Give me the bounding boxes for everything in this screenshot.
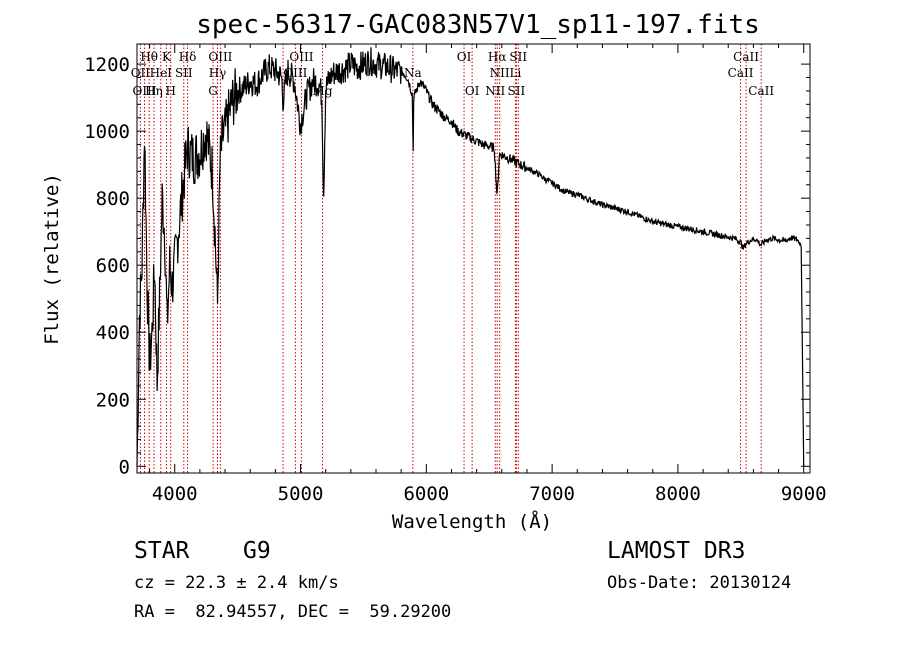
x-tick-label: 4000 — [152, 483, 198, 505]
line-label: Hγ — [209, 66, 227, 80]
emission-line-markers — [139, 44, 762, 473]
line-label: K — [162, 50, 172, 64]
line-label: CaII — [728, 66, 754, 80]
line-label: Na — [404, 66, 422, 80]
line-label: Hθ — [140, 50, 158, 64]
line-label: OIII — [283, 66, 307, 80]
x-tick-label: 8000 — [655, 483, 701, 505]
line-label: CaII — [748, 84, 774, 98]
line-label: OII — [131, 66, 151, 80]
line-label: OIII — [289, 50, 313, 64]
redshift-text: cz = 22.3 ± 2.4 km/s — [134, 573, 339, 593]
x-tick-label: 6000 — [403, 483, 449, 505]
y-tick-label: 800 — [96, 188, 130, 210]
line-label: Hα — [488, 50, 507, 64]
line-label: OI — [465, 84, 480, 98]
line-label: CaII — [733, 50, 759, 64]
y-axis-ticks: 0 200 400 600 800 1000 1200 — [84, 54, 810, 478]
line-label: OIII — [208, 50, 232, 64]
y-tick-label: 1000 — [84, 121, 130, 143]
line-label: SII — [509, 50, 527, 64]
line-label: SII — [508, 84, 526, 98]
x-axis-ticks: 4000 5000 6000 7000 8000 9000 — [149, 44, 827, 505]
y-tick-label: 400 — [96, 322, 130, 344]
x-tick-label: 5000 — [278, 483, 324, 505]
y-tick-label: 1200 — [84, 54, 130, 76]
line-label: G — [208, 84, 218, 98]
class-label: STAR — [134, 538, 190, 564]
y-axis-label: Flux (relative) — [41, 173, 63, 345]
x-axis-label: Wavelength (Å) — [392, 510, 552, 533]
line-label: OI — [457, 50, 472, 64]
line-label: H — [165, 84, 175, 98]
subclass-label: G9 — [243, 538, 271, 564]
line-label: NII — [485, 84, 505, 98]
y-tick-label: 600 — [96, 255, 130, 277]
y-tick-label: 0 — [119, 456, 130, 478]
obs-date-text: Obs-Date: 20130124 — [607, 573, 792, 593]
chart-title: spec-56317-GAC083N57V1_sp11-197.fits — [196, 10, 760, 40]
line-label: SII — [175, 66, 193, 80]
y-tick-label: 200 — [96, 389, 130, 411]
line-label: Li — [509, 66, 521, 80]
plot-frame — [136, 43, 811, 474]
flux-series-line — [136, 47, 805, 467]
survey-label: LAMOST DR3 — [607, 538, 746, 564]
x-tick-label: 9000 — [781, 483, 827, 505]
line-label: OIII — [133, 84, 157, 98]
coordinates-text: RA = 82.94557, DEC = 59.29200 — [134, 602, 452, 622]
x-tick-label: 7000 — [529, 483, 575, 505]
line-label: HeI — [150, 66, 173, 80]
line-label: Hδ — [179, 50, 197, 64]
line-label: NII — [490, 66, 510, 80]
line-label: Hη — [145, 84, 163, 98]
